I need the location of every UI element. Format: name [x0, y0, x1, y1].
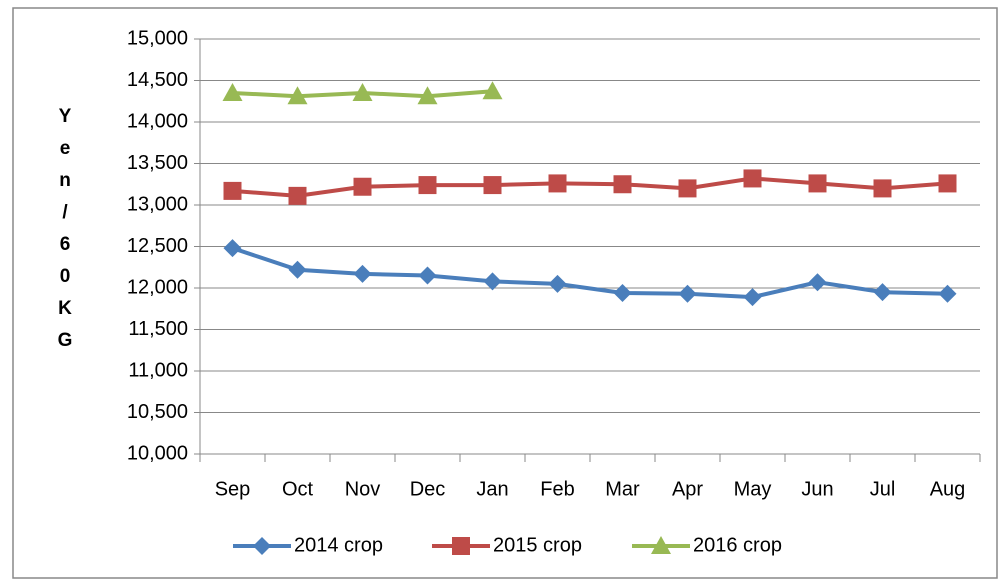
data-point: [418, 176, 437, 195]
data-point: [808, 273, 827, 292]
x-tick-label: Dec: [410, 478, 446, 500]
data-point: [353, 264, 372, 283]
y-tick-label: 13,500: [127, 152, 188, 174]
x-tick-label: Oct: [282, 478, 314, 500]
y-tick-label: 11,500: [128, 318, 188, 340]
chart-frame: [12, 7, 998, 579]
data-point: [417, 86, 438, 105]
data-point: [287, 86, 308, 105]
legend-marker: [651, 536, 671, 554]
data-point: [288, 186, 307, 205]
series-line: [231, 246, 948, 300]
y-tick-label: 14,000: [127, 110, 188, 132]
x-tick-label: May: [734, 478, 772, 500]
y-tick-label: 12,000: [127, 276, 188, 298]
data-point: [223, 239, 242, 258]
x-tick-label: Apr: [672, 478, 703, 500]
data-point: [743, 288, 762, 307]
legend-marker: [452, 537, 470, 555]
data-point: [678, 284, 697, 303]
series-line: [232, 176, 948, 198]
data-point: [223, 181, 242, 200]
data-point: [873, 283, 892, 302]
data-point: [222, 82, 243, 101]
x-tick-label: Mar: [605, 478, 640, 500]
data-point: [873, 179, 892, 198]
data-point: [678, 179, 697, 198]
data-point: [548, 274, 567, 293]
data-point: [938, 284, 957, 303]
x-tick-label: Sep: [215, 478, 251, 500]
data-point: [613, 175, 632, 194]
data-point: [548, 174, 567, 193]
x-tick-label: Aug: [930, 478, 966, 500]
legend-label: 2016 crop: [693, 534, 782, 556]
data-point: [938, 174, 957, 193]
y-tick-label: 10,500: [127, 401, 188, 423]
y-tick-label: 12,500: [127, 235, 188, 257]
data-point: [483, 272, 502, 291]
legend-marker: [253, 537, 271, 555]
x-tick-label: Feb: [540, 478, 574, 500]
data-point: [808, 174, 827, 193]
data-point: [353, 177, 372, 196]
data-point: [418, 266, 437, 285]
legend-label: 2014 crop: [294, 534, 383, 556]
data-point: [613, 283, 632, 302]
data-point: [743, 169, 762, 188]
y-tick-label: 10,000: [127, 442, 188, 464]
y-tick-label: 11,000: [128, 359, 188, 381]
data-point: [482, 81, 503, 100]
data-point: [288, 260, 307, 279]
data-point: [352, 82, 373, 101]
data-point: [483, 176, 502, 195]
x-tick-label: Jul: [870, 478, 896, 500]
legend-label: 2015 crop: [493, 534, 582, 556]
x-tick-label: Nov: [345, 478, 381, 500]
y-tick-label: 15,000: [127, 27, 188, 49]
y-tick-label: 13,000: [127, 193, 188, 215]
x-tick-label: Jun: [801, 478, 833, 500]
y-tick-label: 14,500: [127, 69, 188, 91]
x-tick-label: Jan: [476, 478, 508, 500]
